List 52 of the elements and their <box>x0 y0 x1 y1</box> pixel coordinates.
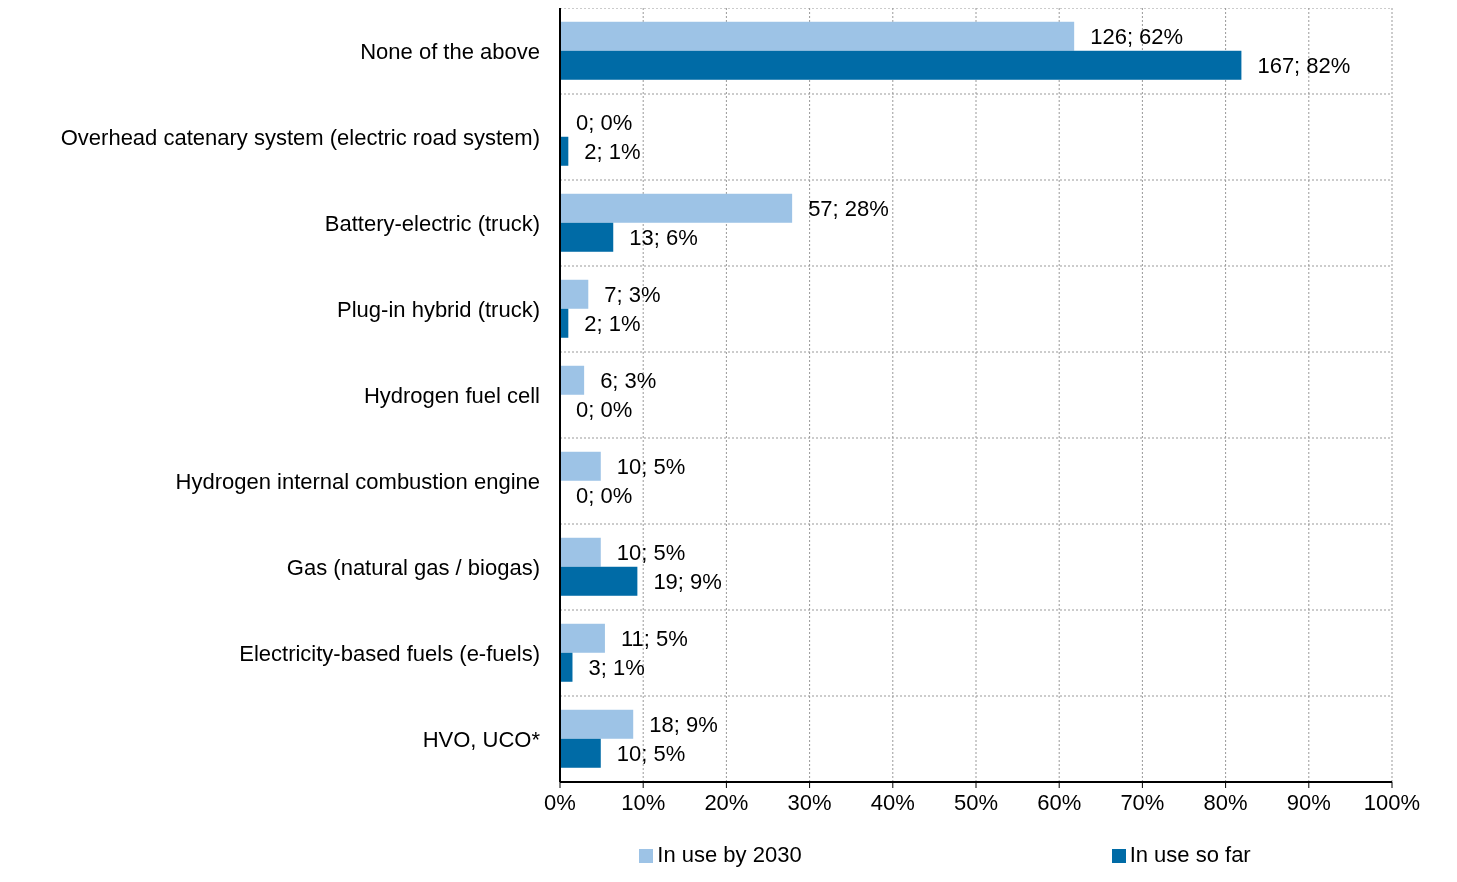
y-tick-label: Hydrogen internal combustion engine <box>175 468 540 494</box>
bar <box>560 709 634 739</box>
bar <box>560 623 605 653</box>
bar <box>560 738 601 768</box>
data-label: 2; 1% <box>584 310 641 336</box>
x-tick-label: 70% <box>1120 789 1165 815</box>
legend-label: In use so far <box>1129 842 1251 867</box>
x-tick-label: 30% <box>787 789 832 815</box>
y-tick-label: Gas (natural gas / biogas) <box>286 554 540 580</box>
bar <box>560 279 589 309</box>
x-tick-label: 20% <box>704 789 749 815</box>
data-label: 6; 3% <box>600 367 657 393</box>
data-label: 0; 0% <box>576 109 633 135</box>
x-tick-label: 90% <box>1286 789 1331 815</box>
bar <box>560 50 1242 80</box>
y-tick-label: Overhead catenary system (electric road system) <box>60 124 540 150</box>
x-tick-label: 50% <box>953 789 999 815</box>
data-label: 57; 28% <box>808 195 889 221</box>
bar <box>560 537 601 567</box>
x-tick-label: 40% <box>870 789 915 815</box>
data-label: 0; 0% <box>576 396 633 422</box>
data-label: 0; 0% <box>576 482 633 508</box>
x-tick-label: 60% <box>1037 789 1082 815</box>
data-label: 2; 1% <box>584 138 641 164</box>
bar <box>560 365 585 395</box>
y-tick-label: Battery-electric (truck) <box>324 210 540 236</box>
bar <box>560 451 601 481</box>
bar <box>560 21 1075 51</box>
data-label: 11; 5% <box>620 625 688 651</box>
data-label: 13; 6% <box>629 224 698 250</box>
bar <box>560 222 614 252</box>
data-label: 10; 5% <box>616 740 686 766</box>
data-label: 10; 5% <box>616 539 686 565</box>
bar <box>560 566 638 596</box>
data-label: 18; 9% <box>649 711 718 737</box>
data-label: 126; 62% <box>1090 23 1184 49</box>
data-label: 7; 3% <box>604 281 661 307</box>
x-tick-label: 100% <box>1363 789 1421 815</box>
legend-label: In use by 2030 <box>657 842 802 867</box>
x-tick-label: 80% <box>1203 789 1248 815</box>
x-tick-label: 10% <box>621 789 666 815</box>
y-tick-label: Hydrogen fuel cell <box>363 382 540 408</box>
data-label: 167; 82% <box>1257 52 1351 78</box>
y-tick-label: None of the above <box>360 38 540 64</box>
y-tick-label: HVO, UCO* <box>422 726 541 752</box>
bar <box>560 193 793 223</box>
data-label: 10; 5% <box>616 453 686 479</box>
data-label: 19; 9% <box>653 568 722 594</box>
data-label: 3; 1% <box>588 654 645 680</box>
x-tick-label: 0% <box>544 789 576 815</box>
y-tick-label: Plug-in hybrid (truck) <box>337 296 540 322</box>
y-tick-label: Electricity-based fuels (e-fuels) <box>239 640 540 666</box>
